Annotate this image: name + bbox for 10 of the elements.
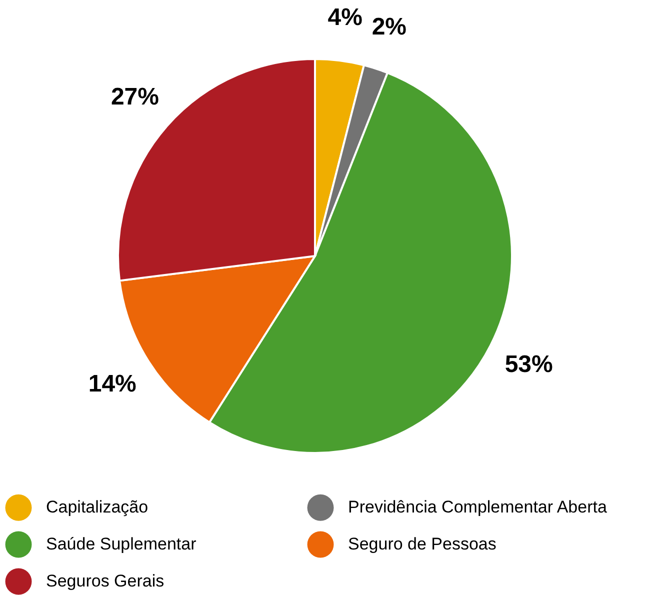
legend-label: Previdência Complementar Aberta	[348, 498, 608, 517]
data-label: 27%	[110, 83, 159, 110]
data-label: 14%	[88, 370, 136, 398]
legend-label: Seguros Gerais	[46, 572, 164, 590]
legend-label: Saúde Suplementar	[46, 534, 197, 554]
data-label: 53%	[504, 350, 553, 378]
data-label: 2%	[372, 14, 407, 41]
legend-label: Capitalização	[46, 498, 148, 517]
data-label: 4%	[328, 4, 362, 31]
legend-label: Seguro de Pessoas	[348, 534, 496, 554]
